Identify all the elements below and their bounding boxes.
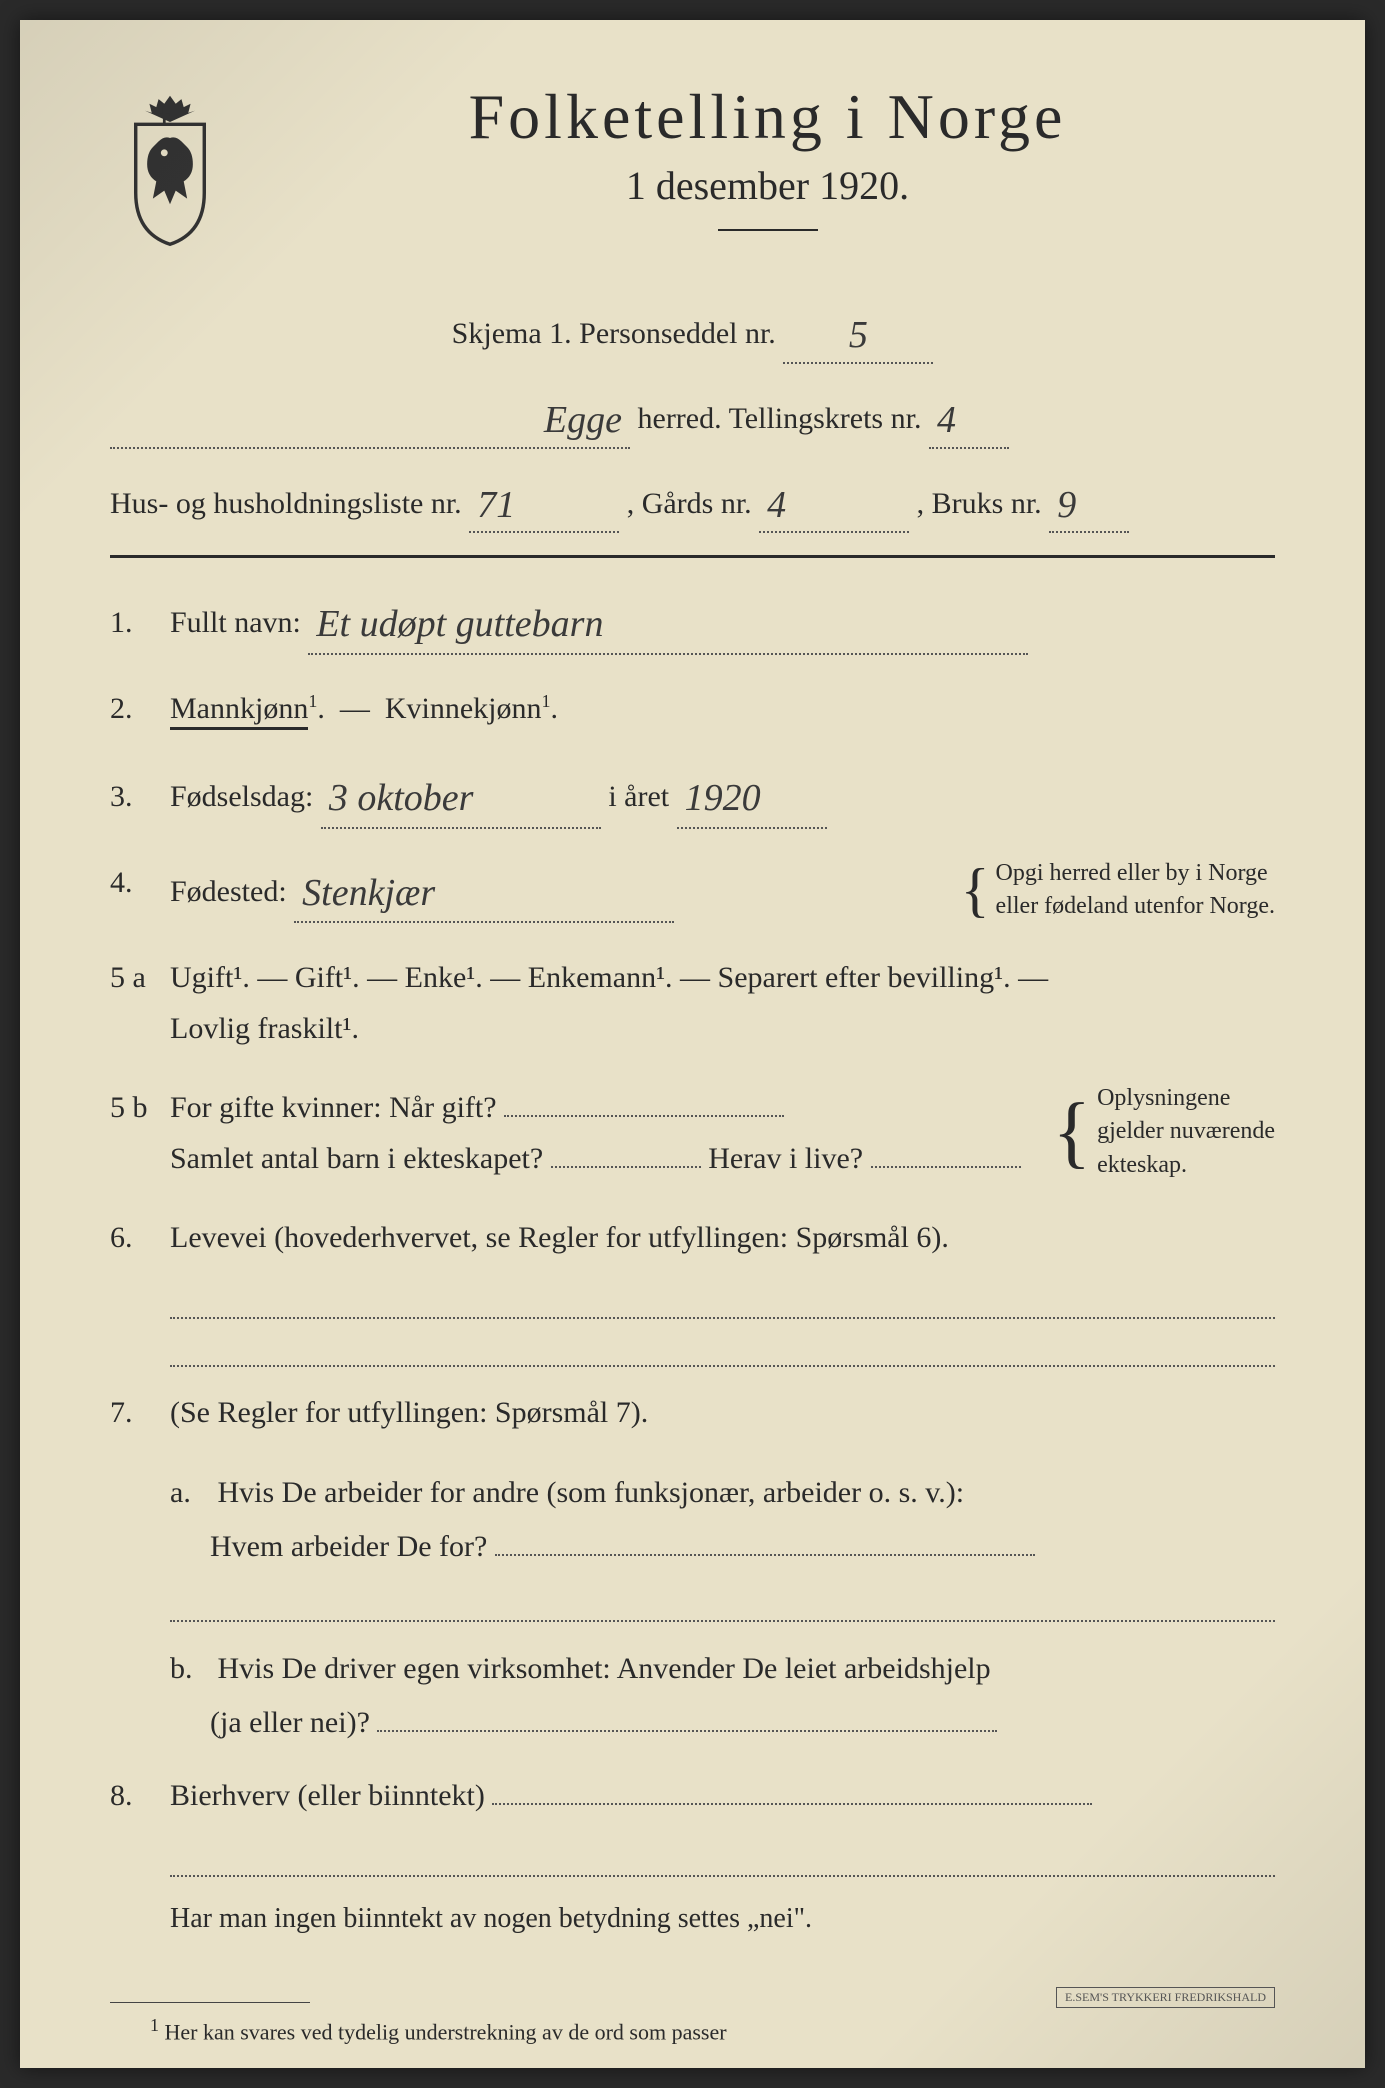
- footnote-divider: [110, 2002, 310, 2003]
- q3: 3. Fødselsdag: 3 oktober i året 1920: [110, 762, 1275, 829]
- q2-sup2: 1: [541, 691, 550, 711]
- gards-label: , Gårds nr.: [627, 487, 752, 520]
- q4-note-l1: Opgi herred eller by i Norge: [996, 860, 1268, 886]
- header: Folketelling i Norge 1 desember 1920.: [110, 80, 1275, 271]
- bruks-label: , Bruks nr.: [917, 487, 1042, 520]
- q5a: 5 a Ugift¹. — Gift¹. — Enke¹. — Enkemann…: [110, 952, 1275, 1054]
- q7a-num: a.: [170, 1466, 210, 1520]
- q7: 7. (Se Regler for utfyllingen: Spørsmål …: [110, 1387, 1275, 1438]
- footnote-text: Her kan svares ved tydelig understreknin…: [165, 2019, 727, 2044]
- subtitle: 1 desember 1920.: [260, 162, 1275, 209]
- q5b-l2b: Herav i live?: [708, 1142, 863, 1175]
- q2-num: 2.: [110, 683, 170, 734]
- q1-value: Et udøpt guttebarn: [308, 603, 611, 645]
- hus-prefix: Hus- og husholdningsliste nr.: [110, 487, 462, 520]
- census-form-page: Folketelling i Norge 1 desember 1920. Sk…: [20, 20, 1365, 2068]
- q3-mid: i året: [608, 780, 669, 813]
- q8-note: Har man ingen biinntekt av nogen betydni…: [170, 1897, 1275, 1942]
- q4-note-l2: eller fødeland utenfor Norge.: [996, 893, 1275, 919]
- brace-icon-2: {: [1053, 1100, 1091, 1164]
- q8: 8. Bierhverv (eller biinntekt): [110, 1770, 1275, 1821]
- q5b-l1: For gifte kvinner: Når gift?: [170, 1091, 497, 1124]
- q8-label: Bierhverv (eller biinntekt): [170, 1779, 485, 1812]
- hus-line: Hus- og husholdningsliste nr. 71 , Gårds…: [110, 471, 1275, 534]
- q6-blank-2: [170, 1339, 1275, 1367]
- q2: 2. Mannkjønn1. — Kvinnekjønn1.: [110, 683, 1275, 734]
- title-block: Folketelling i Norge 1 desember 1920.: [260, 80, 1275, 271]
- q7a-l2: Hvem arbeider De for?: [210, 1530, 487, 1563]
- printer-mark: E.SEM'S TRYKKERI FREDRIKSHALD: [1056, 1987, 1275, 2008]
- hus-value: 71: [469, 484, 523, 526]
- q7-num: 7.: [110, 1387, 170, 1438]
- footnote: 1 Her kan svares ved tydelig understrekn…: [150, 2015, 1275, 2045]
- q4-label: Fødested:: [170, 875, 287, 908]
- q5a-num: 5 a: [110, 952, 170, 1003]
- tellingskrets-value: 4: [929, 399, 964, 441]
- q3-year: 1920: [677, 777, 769, 819]
- q2-opt1: Mannkjønn: [170, 692, 308, 730]
- q5b-l2a: Samlet antal barn i ekteskapet?: [170, 1142, 543, 1175]
- q1: 1. Fullt navn: Et udøpt guttebarn: [110, 588, 1275, 655]
- gards-value: 4: [759, 484, 794, 526]
- bruks-value: 9: [1049, 484, 1084, 526]
- herred-value: Egge: [536, 399, 630, 441]
- main-title: Folketelling i Norge: [260, 80, 1275, 154]
- q4-num: 4.: [110, 857, 170, 908]
- q8-blank: [170, 1849, 1275, 1877]
- q6-text: Levevei (hovederhvervet, se Regler for u…: [170, 1212, 1275, 1263]
- schema-line: Skjema 1. Personseddel nr. 5: [110, 301, 1275, 364]
- q2-sup1: 1: [308, 691, 317, 711]
- header-divider: [110, 555, 1275, 558]
- q4: 4. Fødested: Stenkjær { Opgi herred elle…: [110, 857, 1275, 924]
- q5b-note: { Oplysningene gjelder nuværende ekteska…: [1053, 1082, 1275, 1183]
- q4-note: { Opgi herred eller by i Norge eller fød…: [961, 857, 1275, 924]
- q7a-blank: [170, 1594, 1275, 1622]
- q2-opt2: Kvinnekjønn: [385, 692, 542, 725]
- q7a: a. Hvis De arbeider for andre (som funks…: [170, 1466, 1275, 1574]
- q5a-opts: Ugift¹. — Gift¹. — Enke¹. — Enkemann¹. —…: [170, 961, 1048, 994]
- personseddel-nr-value: 5: [841, 314, 876, 356]
- q7b: b. Hvis De driver egen virksomhet: Anven…: [170, 1642, 1275, 1750]
- q6-num: 6.: [110, 1212, 170, 1263]
- q3-num: 3.: [110, 771, 170, 822]
- title-divider: [718, 229, 818, 231]
- schema-label: Skjema 1. Personseddel nr.: [452, 317, 776, 350]
- q5a-line2: Lovlig fraskilt¹.: [170, 1012, 359, 1045]
- q7b-num: b.: [170, 1642, 210, 1696]
- q7a-l1: Hvis De arbeider for andre (som funksjon…: [218, 1476, 965, 1509]
- footnote-sup: 1: [150, 2015, 159, 2035]
- q3-day: 3 oktober: [321, 777, 482, 819]
- q5b-note-l3: ekteskap.: [1097, 1152, 1187, 1178]
- q5b-note-l1: Oplysningene: [1097, 1085, 1230, 1111]
- q4-value: Stenkjær: [294, 872, 443, 914]
- q7b-l2: (ja eller nei)?: [210, 1706, 370, 1739]
- q7b-l1: Hvis De driver egen virksomhet: Anvender…: [218, 1652, 991, 1685]
- q6: 6. Levevei (hovederhvervet, se Regler fo…: [110, 1212, 1275, 1263]
- q6-blank-1: [170, 1291, 1275, 1319]
- q1-label: Fullt navn:: [170, 606, 301, 639]
- q5b: 5 b For gifte kvinner: Når gift? Samlet …: [110, 1082, 1275, 1184]
- q7-text: (Se Regler for utfyllingen: Spørsmål 7).: [170, 1387, 1275, 1438]
- q5b-note-l2: gjelder nuværende: [1097, 1118, 1275, 1144]
- q1-num: 1.: [110, 597, 170, 648]
- herred-label: herred. Tellingskrets nr.: [638, 402, 922, 435]
- q3-label: Fødselsdag:: [170, 780, 313, 813]
- brace-icon: {: [961, 866, 990, 914]
- norwegian-coat-of-arms-icon: [110, 90, 230, 250]
- herred-line: Egge herred. Tellingskrets nr. 4: [110, 386, 1275, 449]
- q8-num: 8.: [110, 1770, 170, 1821]
- q5b-num: 5 b: [110, 1082, 170, 1133]
